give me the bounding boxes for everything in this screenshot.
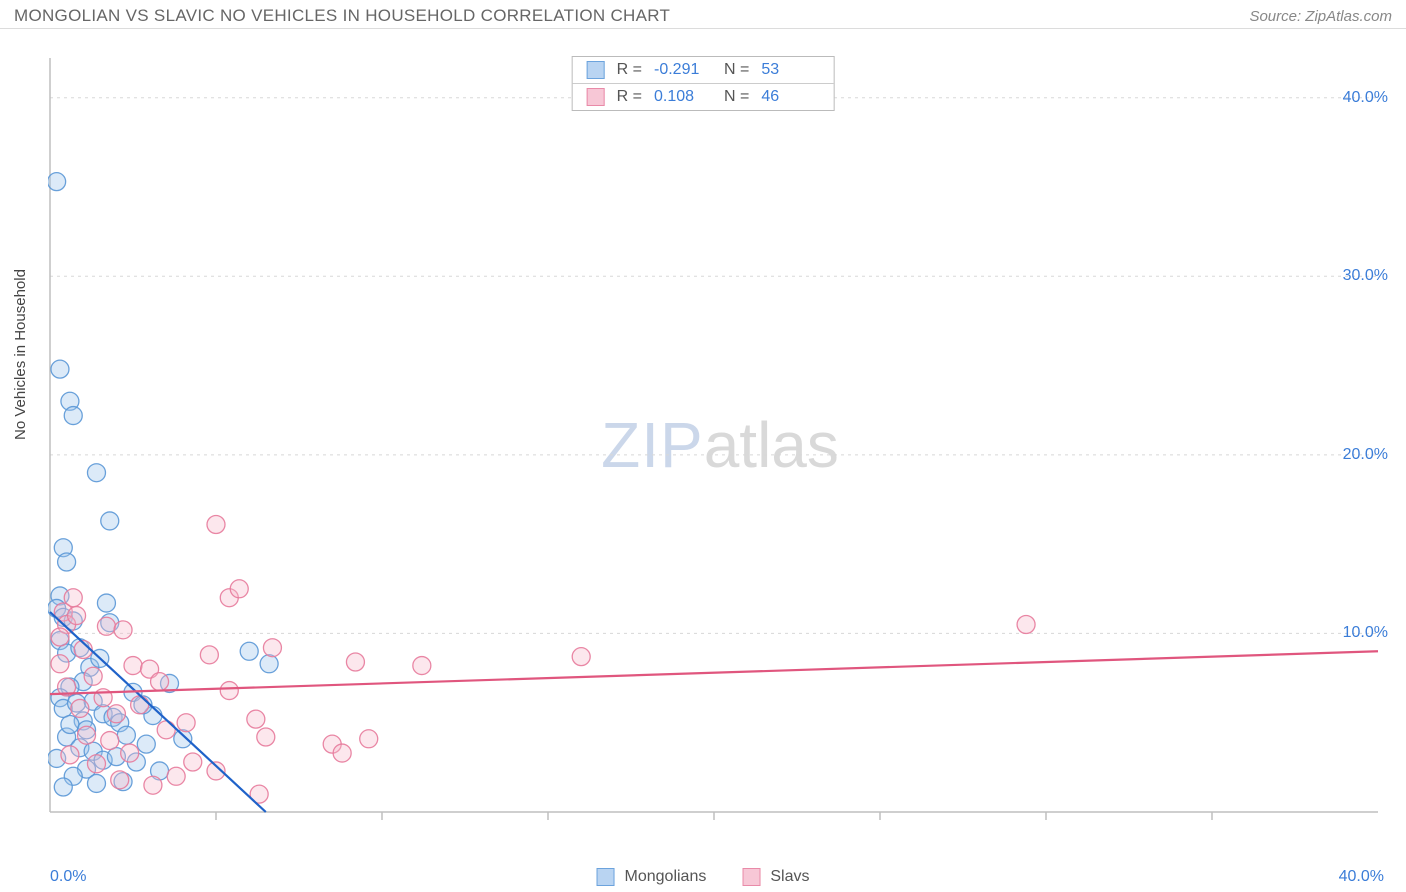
stat-r-label: R = [617, 88, 642, 106]
stat-r-value: -0.291 [654, 61, 712, 79]
legend-label: Mongolians [625, 868, 707, 886]
correlation-stats-box: R = -0.291 N = 53 R = 0.108 N = 46 [572, 56, 835, 111]
stat-n-label: N = [724, 61, 749, 79]
y-tick-label: 20.0% [1343, 446, 1388, 464]
x-axis-max-label: 40.0% [1339, 868, 1384, 886]
chart-title: MONGOLIAN VS SLAVIC NO VEHICLES IN HOUSE… [14, 6, 670, 26]
legend-item-slavs: Slavs [742, 868, 809, 886]
y-tick-label: 30.0% [1343, 267, 1388, 285]
chart-source: Source: ZipAtlas.com [1249, 8, 1392, 25]
swatch-mongolians [587, 61, 605, 79]
stat-n-value: 53 [761, 61, 819, 79]
y-axis-label: No Vehicles in Household [12, 269, 29, 440]
stats-row-slavs: R = 0.108 N = 46 [573, 83, 834, 110]
legend: Mongolians Slavs [597, 868, 810, 886]
x-axis-min-label: 0.0% [50, 868, 86, 886]
swatch-slavs [587, 88, 605, 106]
chart-header: MONGOLIAN VS SLAVIC NO VEHICLES IN HOUSE… [0, 0, 1406, 29]
stat-n-label: N = [724, 88, 749, 106]
chart-area: ZIPatlas [48, 50, 1392, 840]
stat-r-label: R = [617, 61, 642, 79]
stat-r-value: 0.108 [654, 88, 712, 106]
y-tick-label: 10.0% [1343, 624, 1388, 642]
legend-swatch-slavs [742, 868, 760, 886]
scatter-plot [48, 50, 1392, 840]
legend-label: Slavs [770, 868, 809, 886]
stat-n-value: 46 [761, 88, 819, 106]
legend-item-mongolians: Mongolians [597, 868, 707, 886]
legend-swatch-mongolians [597, 868, 615, 886]
stats-row-mongolians: R = -0.291 N = 53 [573, 57, 834, 83]
y-tick-label: 40.0% [1343, 89, 1388, 107]
